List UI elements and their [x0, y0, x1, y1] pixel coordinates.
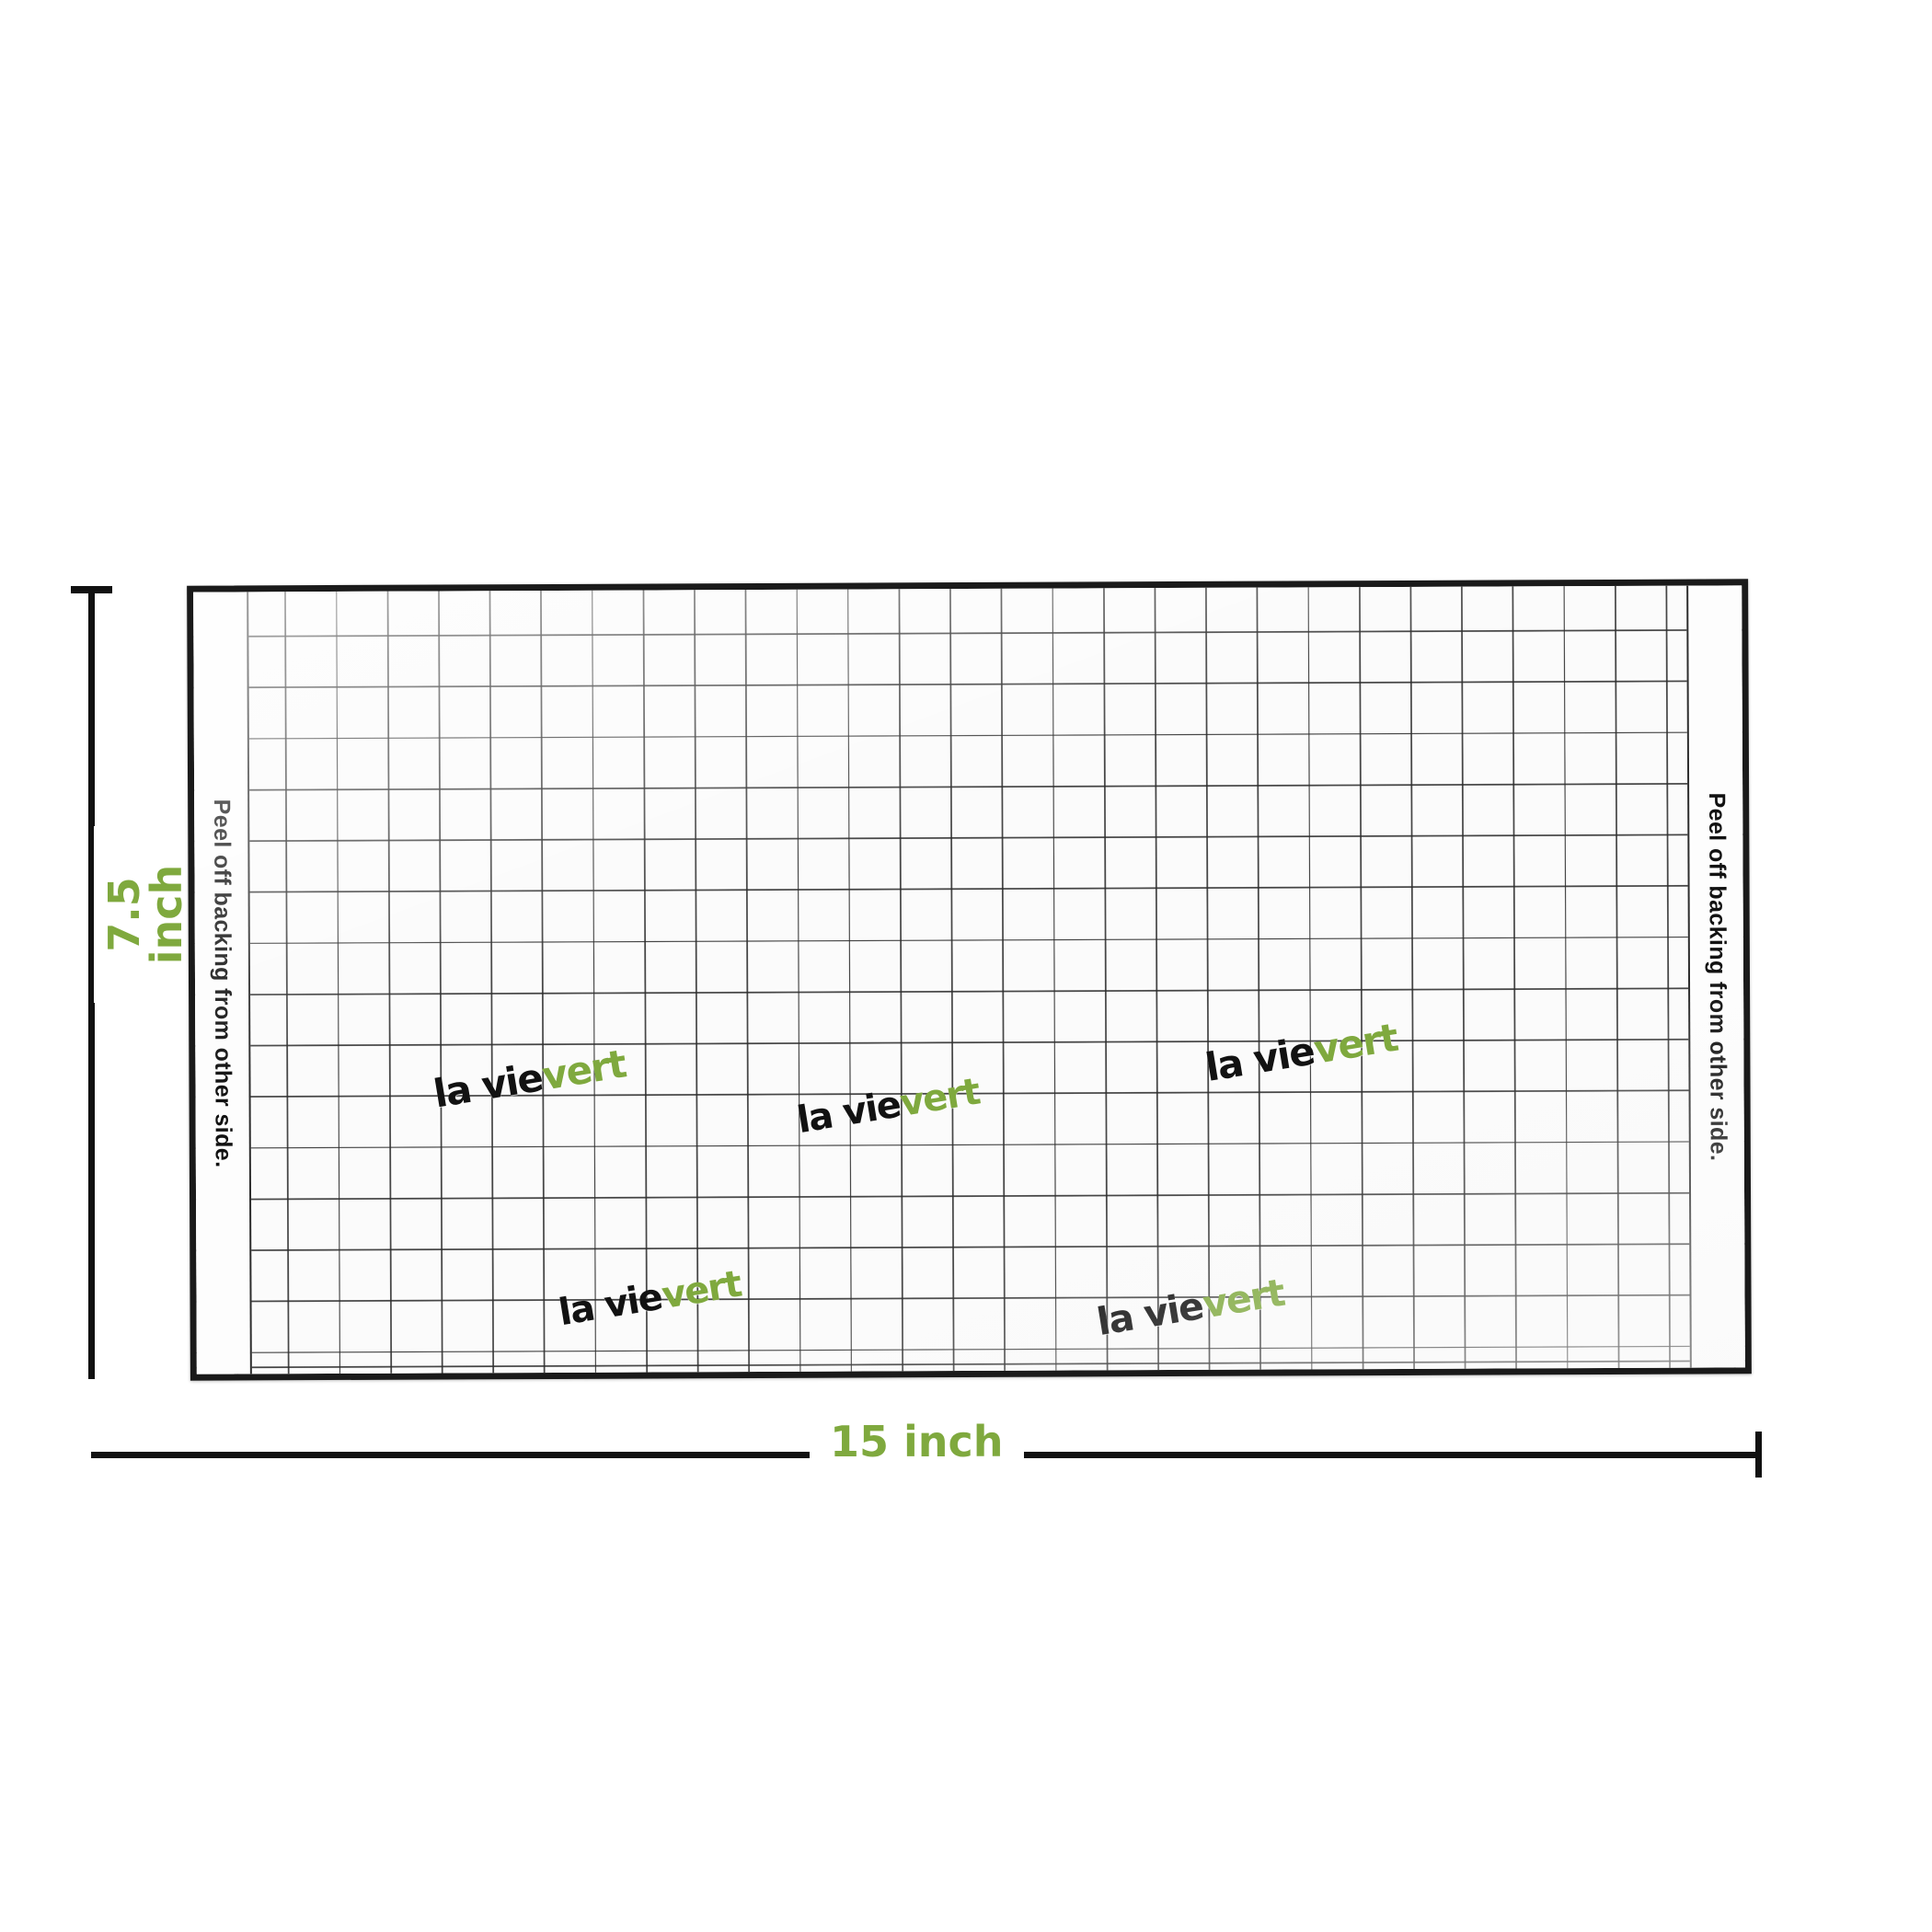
- brand-logo: la vievert: [1202, 1014, 1401, 1091]
- brand-logo-green-part: vert: [897, 1070, 983, 1125]
- brand-logo-green-part: vert: [538, 1041, 629, 1099]
- mat-grid-surface: la vievert la vievert la vievert la vievert…: [193, 585, 1745, 1374]
- brand-logo-black-part: la vie: [430, 1054, 546, 1117]
- left-peel-instruction-text: Peel off backing from other side.: [208, 799, 236, 1167]
- brand-logo-green-part: vert: [659, 1262, 744, 1318]
- width-dimension-label: 15 inch: [810, 1413, 1024, 1470]
- brand-logo-layer: la vievert la vievert la vievert la vievert…: [193, 585, 1742, 1344]
- right-peel-instruction-text: Peel off backing from other side.: [1703, 792, 1731, 1161]
- brand-logo: la vievert: [1093, 1270, 1287, 1345]
- brand-logo-black-part: la vie: [556, 1275, 665, 1335]
- brand-logo: la vievert: [556, 1262, 744, 1335]
- height-dimension-line: [88, 586, 95, 1379]
- brand-logo: la vievert: [430, 1041, 629, 1117]
- brand-logo-green-part: vert: [1200, 1270, 1287, 1328]
- brand-logo-black-part: la vie: [1093, 1283, 1206, 1345]
- cutting-mat: la vievert la vievert la vievert la vievert…: [187, 579, 1752, 1381]
- surface-sheen: [193, 585, 1745, 1374]
- left-peel-strip: Peel off backing from other side.: [193, 592, 252, 1374]
- height-dimension-label: 7.5 inch: [94, 826, 197, 1003]
- brand-logo-black-part: la vie: [794, 1083, 903, 1143]
- right-peel-strip: Peel off backing from other side.: [1686, 585, 1745, 1368]
- brand-logo-black-part: la vie: [1202, 1028, 1317, 1091]
- brand-logo: la vievert: [794, 1070, 983, 1143]
- width-dimension-cap-right: [1755, 1432, 1762, 1478]
- brand-logo-green-part: vert: [1310, 1014, 1401, 1073]
